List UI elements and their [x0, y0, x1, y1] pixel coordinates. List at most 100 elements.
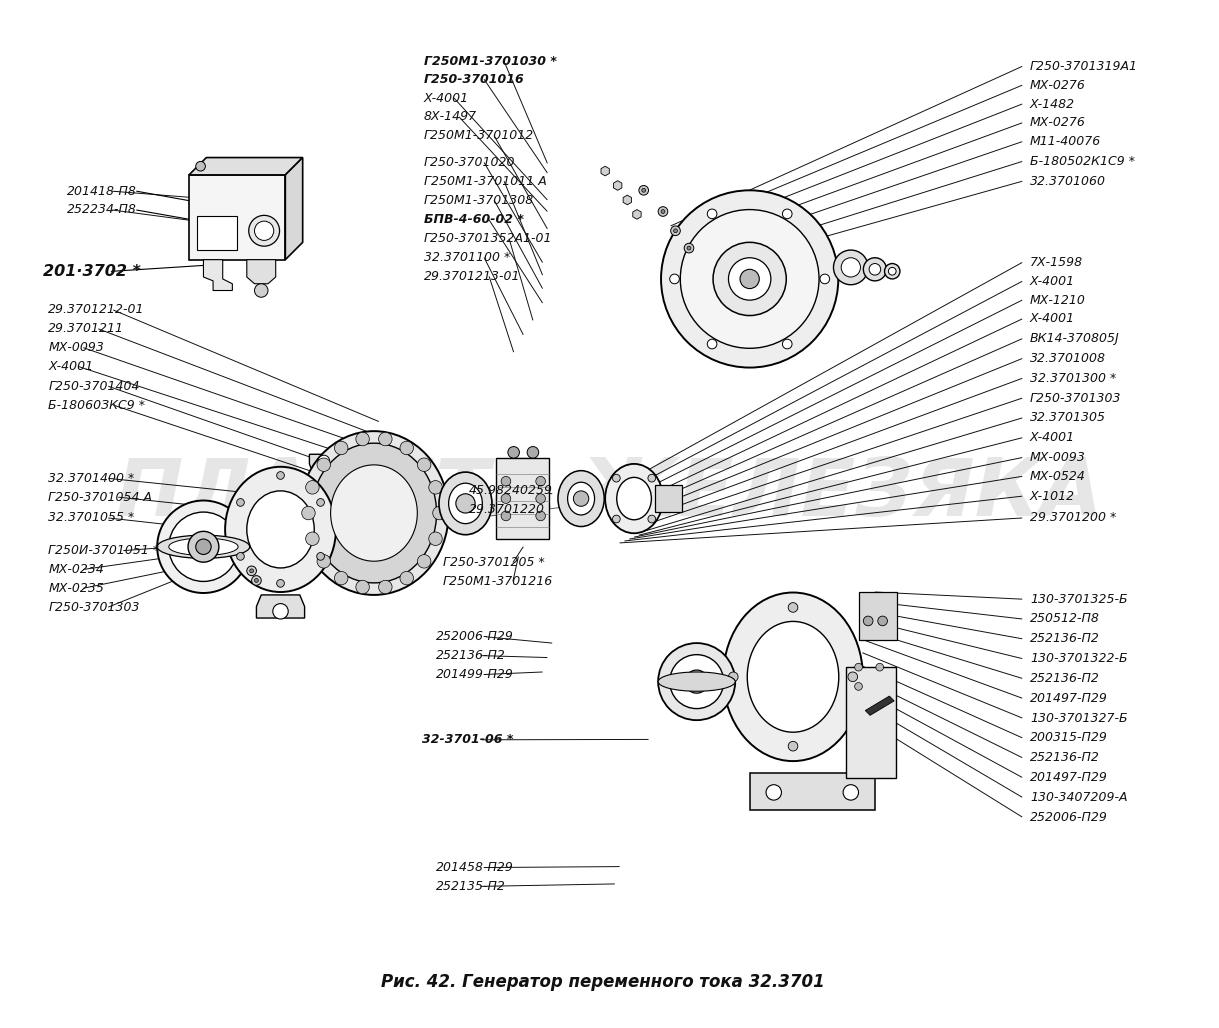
Wedge shape: [708, 212, 750, 279]
Text: МХ-0276: МХ-0276: [1030, 79, 1086, 91]
Circle shape: [246, 566, 256, 576]
Text: 250512-П8: 250512-П8: [1030, 613, 1100, 625]
Text: Х-4001: Х-4001: [1030, 274, 1075, 288]
Ellipse shape: [311, 443, 436, 583]
Ellipse shape: [300, 431, 449, 595]
Text: 201497-П29: 201497-П29: [1030, 771, 1108, 784]
Circle shape: [834, 250, 868, 285]
Circle shape: [669, 655, 724, 708]
Circle shape: [783, 339, 792, 348]
Text: 252234-П8: 252234-П8: [67, 204, 137, 217]
Circle shape: [658, 644, 735, 721]
Circle shape: [356, 580, 369, 594]
Circle shape: [196, 161, 205, 171]
Circle shape: [688, 246, 691, 250]
Circle shape: [863, 258, 886, 281]
Circle shape: [740, 269, 759, 289]
Text: ПЛАНЕТА ЖЕЛЕЗЯКА: ПЛАНЕТА ЖЕЛЕЗЯКА: [116, 455, 1103, 534]
Text: Г250М1-3701216: Г250М1-3701216: [442, 575, 553, 588]
Text: 130-3407209-А: 130-3407209-А: [1030, 791, 1128, 804]
Circle shape: [863, 616, 873, 626]
Ellipse shape: [568, 482, 595, 515]
Circle shape: [255, 284, 268, 297]
Circle shape: [254, 529, 273, 549]
Circle shape: [889, 267, 896, 276]
Text: Г250М1-3701011 А: Г250М1-3701011 А: [424, 175, 546, 188]
Text: 201497-П29: 201497-П29: [1030, 692, 1108, 705]
Text: 201499-П29: 201499-П29: [435, 668, 513, 681]
Text: Г250М1-3701308: Г250М1-3701308: [424, 193, 534, 207]
Circle shape: [273, 603, 288, 619]
Text: Г250-3701205 *: Г250-3701205 *: [442, 556, 545, 570]
Circle shape: [658, 207, 668, 216]
Text: МХ-1210: МХ-1210: [1030, 294, 1086, 306]
Text: Г250-3701352А1-01: Г250-3701352А1-01: [424, 232, 552, 246]
Circle shape: [848, 672, 857, 682]
Circle shape: [317, 554, 330, 568]
Text: М11-40076: М11-40076: [1030, 135, 1101, 148]
Ellipse shape: [747, 621, 839, 732]
Polygon shape: [865, 696, 895, 715]
Polygon shape: [189, 175, 285, 260]
Text: Х-1012: Х-1012: [1030, 489, 1075, 503]
Circle shape: [612, 474, 620, 482]
Circle shape: [639, 185, 649, 195]
Circle shape: [789, 741, 797, 751]
Circle shape: [789, 602, 797, 613]
Circle shape: [707, 209, 717, 219]
Text: Г250-3701319А1: Г250-3701319А1: [1030, 60, 1137, 73]
Circle shape: [318, 455, 329, 467]
Text: 29.3701211: 29.3701211: [49, 323, 124, 335]
Text: 29.3701213-01: 29.3701213-01: [424, 269, 521, 283]
Circle shape: [188, 531, 219, 562]
Ellipse shape: [168, 538, 238, 555]
Text: Б-18060ЗКС9 *: Б-18060ЗКС9 *: [49, 399, 145, 411]
Text: Г250И-3701051 *: Г250И-3701051 *: [49, 544, 160, 557]
Text: Х-4001: Х-4001: [424, 91, 469, 105]
Circle shape: [674, 229, 678, 232]
Ellipse shape: [246, 491, 315, 567]
Circle shape: [855, 683, 862, 690]
Circle shape: [417, 554, 430, 568]
Circle shape: [317, 499, 324, 507]
Text: Х-1482: Х-1482: [1030, 98, 1075, 110]
Polygon shape: [256, 595, 305, 618]
Text: 200315-П29: 200315-П29: [1030, 731, 1108, 744]
Circle shape: [501, 511, 511, 521]
Text: 252136-П2: 252136-П2: [1030, 632, 1100, 646]
Text: 252136-П2: 252136-П2: [1030, 672, 1100, 685]
Text: 201·3702 *: 201·3702 *: [44, 264, 141, 279]
Circle shape: [527, 446, 539, 458]
Text: МХ-0093: МХ-0093: [1030, 451, 1086, 464]
Text: 252136-П2: 252136-П2: [435, 649, 506, 662]
Circle shape: [250, 568, 254, 573]
Wedge shape: [683, 235, 750, 279]
Bar: [656, 485, 683, 512]
Text: ВК14-370805J: ВК14-370805J: [1030, 332, 1120, 345]
Wedge shape: [750, 237, 817, 279]
Ellipse shape: [330, 465, 417, 561]
Text: 32-3701-06 *: 32-3701-06 *: [422, 733, 513, 746]
Ellipse shape: [658, 672, 735, 691]
Circle shape: [670, 226, 680, 235]
Wedge shape: [750, 279, 791, 346]
Circle shape: [536, 493, 545, 504]
Text: МХ-0235: МХ-0235: [49, 582, 104, 595]
Text: Г250-3701404: Г250-3701404: [49, 379, 140, 393]
Circle shape: [876, 663, 884, 671]
Text: 8Х-1497: 8Х-1497: [424, 110, 477, 123]
Text: 32.3701100 *: 32.3701100 *: [424, 251, 511, 264]
Text: Г250М1-3701030 *: Г250М1-3701030 *: [424, 54, 557, 68]
Ellipse shape: [723, 592, 863, 761]
Text: 32.3701008: 32.3701008: [1030, 352, 1106, 365]
Text: Г250-3701016: Г250-3701016: [424, 73, 524, 85]
Ellipse shape: [157, 536, 250, 558]
Text: МХ-0524: МХ-0524: [1030, 470, 1086, 483]
Ellipse shape: [449, 483, 483, 523]
Text: МХ-0093: МХ-0093: [49, 341, 104, 354]
Bar: [858, 592, 897, 640]
Text: Х-4001: Х-4001: [1030, 431, 1075, 444]
Circle shape: [236, 552, 244, 560]
Text: БПВ-4-60-02 *: БПВ-4-60-02 *: [424, 214, 524, 226]
Ellipse shape: [558, 471, 605, 526]
